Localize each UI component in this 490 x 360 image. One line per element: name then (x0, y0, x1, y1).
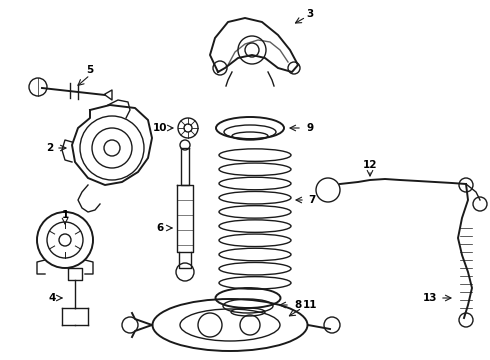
Text: 5: 5 (86, 65, 94, 75)
Text: 11: 11 (303, 300, 317, 310)
Text: 13: 13 (423, 293, 437, 303)
Text: 7: 7 (308, 195, 316, 205)
Text: 10: 10 (153, 123, 167, 133)
Text: 1: 1 (61, 210, 69, 220)
Text: 12: 12 (363, 160, 377, 170)
Text: 6: 6 (156, 223, 164, 233)
Text: 2: 2 (47, 143, 53, 153)
Text: 9: 9 (306, 123, 314, 133)
Text: 4: 4 (49, 293, 56, 303)
Text: 8: 8 (294, 300, 302, 310)
Text: 3: 3 (306, 9, 314, 19)
